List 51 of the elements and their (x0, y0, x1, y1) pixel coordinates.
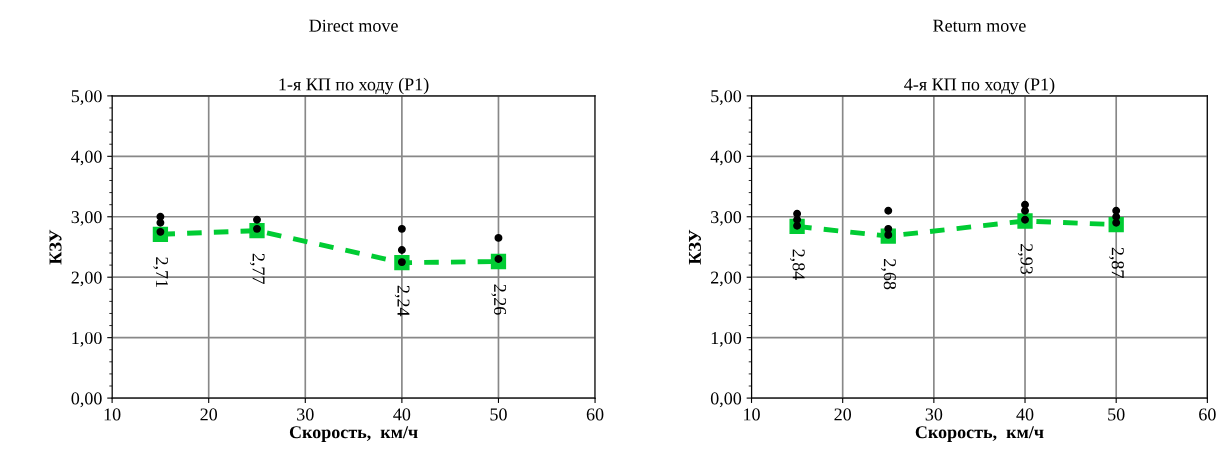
data-label: 2,24 (394, 285, 410, 317)
y-tick-label: 4,00 (710, 150, 742, 166)
x-tick-label: 30 (925, 408, 943, 421)
y-axis-title: КЗУ (688, 229, 701, 265)
y-tick-label: 0,00 (710, 392, 742, 408)
y-tick-label: 1,00 (711, 331, 742, 347)
point (1112, 212, 1121, 221)
data-label: 2,84 (789, 249, 805, 280)
x-tick-label: 50 (490, 408, 507, 421)
data-label: 2,77 (249, 253, 265, 284)
point (793, 215, 802, 224)
point (397, 224, 406, 233)
data-label: 2,68 (881, 259, 896, 290)
chart-subtitle: 1-я КП по ходу (Р1) (279, 77, 429, 95)
point (793, 209, 802, 218)
point (253, 215, 261, 224)
point (156, 218, 165, 227)
x-axis-title: Скорость, км/ч (915, 426, 1044, 442)
x-tick-label: 50 (1108, 408, 1125, 421)
point (494, 233, 503, 242)
y-tick-label: 3,00 (711, 211, 742, 226)
data-label: 2,71 (153, 257, 169, 288)
data-label: 2,93 (1017, 244, 1033, 275)
point (1112, 206, 1121, 215)
x-tick-label: 10 (744, 408, 760, 421)
x-axis-title: Скорость, км/ч (289, 426, 418, 442)
y-tick-label: 4,00 (71, 150, 102, 166)
y-axis-title: КЗУ (49, 229, 62, 265)
chart-subtitle: 4-я КП по ходу (Р1) (904, 77, 1055, 95)
x-tick-label: 60 (1199, 408, 1216, 421)
x-tick-label: 40 (1016, 408, 1034, 421)
x-tick-label: 40 (393, 408, 411, 421)
y-tick-label: 3,00 (71, 211, 102, 226)
y-tick-label: 2,00 (71, 271, 102, 287)
y-tick-label: 1,00 (72, 331, 102, 347)
y-tick-label: 5,00 (711, 90, 742, 105)
chart-title: Direct move (309, 19, 398, 32)
x-tick-label: 30 (297, 408, 314, 421)
y-tick-label: 0,00 (71, 392, 102, 408)
point (1021, 206, 1029, 215)
point (397, 246, 406, 254)
point (884, 206, 893, 215)
x-tick-label: 60 (586, 408, 604, 421)
chart-title: Return move (933, 19, 1026, 32)
x-tick-label: 20 (834, 408, 852, 421)
data-label: 2,87 (1109, 247, 1124, 278)
y-tick-label: 2,00 (710, 271, 742, 287)
x-tick-label: 10 (104, 408, 121, 421)
x-tick-label: 20 (200, 408, 218, 421)
data-label: 2,26 (491, 284, 507, 315)
y-tick-label: 5,00 (71, 90, 102, 105)
